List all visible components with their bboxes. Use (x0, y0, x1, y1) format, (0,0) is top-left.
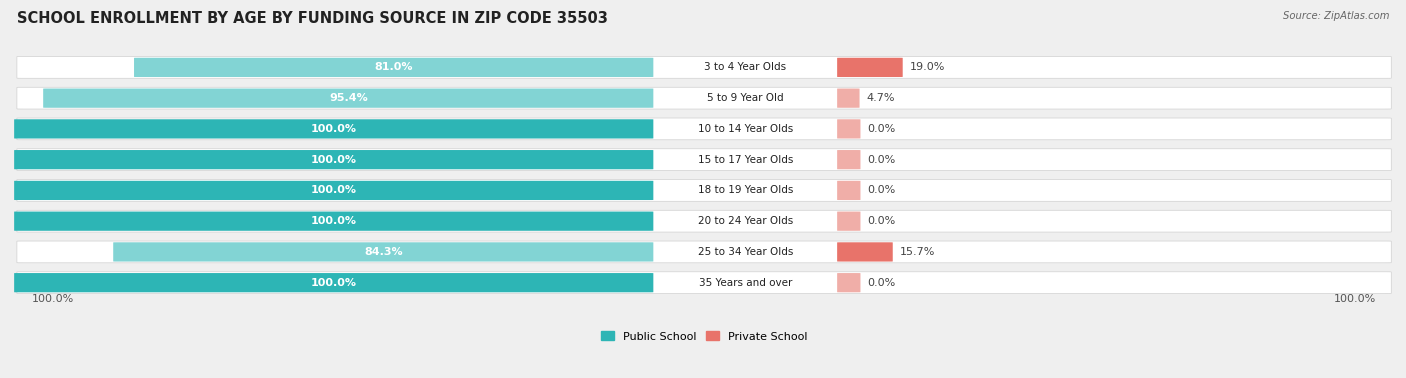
Text: 100.0%: 100.0% (311, 155, 357, 165)
FancyBboxPatch shape (17, 149, 1392, 170)
FancyBboxPatch shape (837, 242, 893, 262)
Text: Source: ZipAtlas.com: Source: ZipAtlas.com (1282, 11, 1389, 21)
FancyBboxPatch shape (837, 119, 860, 138)
FancyBboxPatch shape (17, 118, 1392, 140)
FancyBboxPatch shape (14, 212, 654, 231)
FancyBboxPatch shape (17, 56, 1392, 78)
Text: 0.0%: 0.0% (868, 155, 896, 165)
FancyBboxPatch shape (17, 87, 1392, 109)
FancyBboxPatch shape (17, 210, 1392, 232)
Text: 4.7%: 4.7% (866, 93, 894, 103)
Text: 0.0%: 0.0% (868, 278, 896, 288)
Text: 84.3%: 84.3% (364, 247, 402, 257)
Text: 100.0%: 100.0% (311, 124, 357, 134)
Text: 100.0%: 100.0% (311, 186, 357, 195)
FancyBboxPatch shape (14, 273, 654, 292)
Text: 100.0%: 100.0% (311, 216, 357, 226)
FancyBboxPatch shape (14, 119, 654, 138)
Text: SCHOOL ENROLLMENT BY AGE BY FUNDING SOURCE IN ZIP CODE 35503: SCHOOL ENROLLMENT BY AGE BY FUNDING SOUR… (17, 11, 607, 26)
Text: 5 to 9 Year Old: 5 to 9 Year Old (707, 93, 783, 103)
FancyBboxPatch shape (14, 150, 654, 169)
Legend: Public School, Private School: Public School, Private School (596, 327, 811, 346)
FancyBboxPatch shape (17, 241, 1392, 263)
FancyBboxPatch shape (134, 58, 654, 77)
Text: 0.0%: 0.0% (868, 124, 896, 134)
FancyBboxPatch shape (837, 212, 860, 231)
Text: 18 to 19 Year Olds: 18 to 19 Year Olds (697, 186, 793, 195)
Text: 19.0%: 19.0% (910, 62, 945, 72)
Text: 100.0%: 100.0% (311, 278, 357, 288)
Text: 95.4%: 95.4% (329, 93, 367, 103)
Text: 15 to 17 Year Olds: 15 to 17 Year Olds (697, 155, 793, 165)
FancyBboxPatch shape (114, 242, 654, 262)
Text: 10 to 14 Year Olds: 10 to 14 Year Olds (697, 124, 793, 134)
Text: 0.0%: 0.0% (868, 216, 896, 226)
FancyBboxPatch shape (837, 181, 860, 200)
Text: 35 Years and over: 35 Years and over (699, 278, 792, 288)
FancyBboxPatch shape (837, 273, 860, 292)
FancyBboxPatch shape (14, 181, 654, 200)
FancyBboxPatch shape (17, 180, 1392, 201)
Text: 3 to 4 Year Olds: 3 to 4 Year Olds (704, 62, 786, 72)
FancyBboxPatch shape (44, 88, 654, 108)
FancyBboxPatch shape (837, 150, 860, 169)
Text: 100.0%: 100.0% (1334, 294, 1376, 304)
FancyBboxPatch shape (17, 272, 1392, 294)
FancyBboxPatch shape (837, 58, 903, 77)
Text: 100.0%: 100.0% (32, 294, 75, 304)
Text: 0.0%: 0.0% (868, 186, 896, 195)
Text: 20 to 24 Year Olds: 20 to 24 Year Olds (697, 216, 793, 226)
Text: 15.7%: 15.7% (900, 247, 935, 257)
FancyBboxPatch shape (837, 88, 859, 108)
Text: 81.0%: 81.0% (374, 62, 413, 72)
Text: 25 to 34 Year Olds: 25 to 34 Year Olds (697, 247, 793, 257)
